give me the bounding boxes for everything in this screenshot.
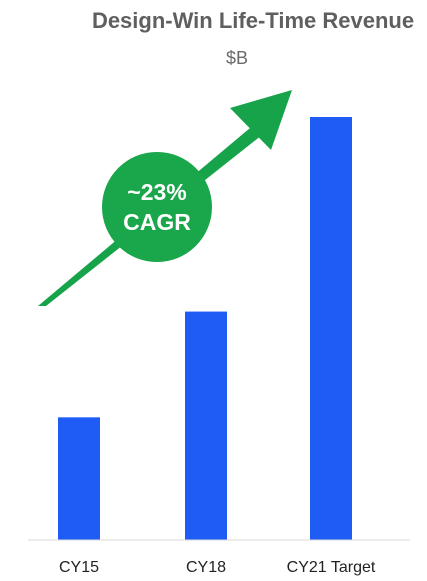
bar-cy18 bbox=[185, 311, 227, 540]
cagr-label: CAGR bbox=[123, 209, 191, 235]
cagr-badge: ~23% CAGR bbox=[102, 152, 212, 262]
x-tick-labels: CY15 CY18 CY21 Target bbox=[59, 559, 376, 576]
bar-cy21-target bbox=[310, 117, 352, 540]
cagr-badge-circle bbox=[102, 152, 212, 262]
bar-cy15 bbox=[58, 417, 100, 540]
bars-group bbox=[58, 117, 352, 540]
x-tick-label: CY18 bbox=[186, 559, 226, 576]
x-tick-label: CY21 Target bbox=[287, 559, 376, 576]
x-tick-label: CY15 bbox=[59, 559, 99, 576]
cagr-value: ~23% bbox=[127, 179, 186, 205]
chart-subtitle: $B bbox=[226, 48, 248, 68]
chart-title: Design-Win Life-Time Revenue bbox=[92, 8, 414, 33]
growth-arrow-head bbox=[230, 90, 292, 150]
